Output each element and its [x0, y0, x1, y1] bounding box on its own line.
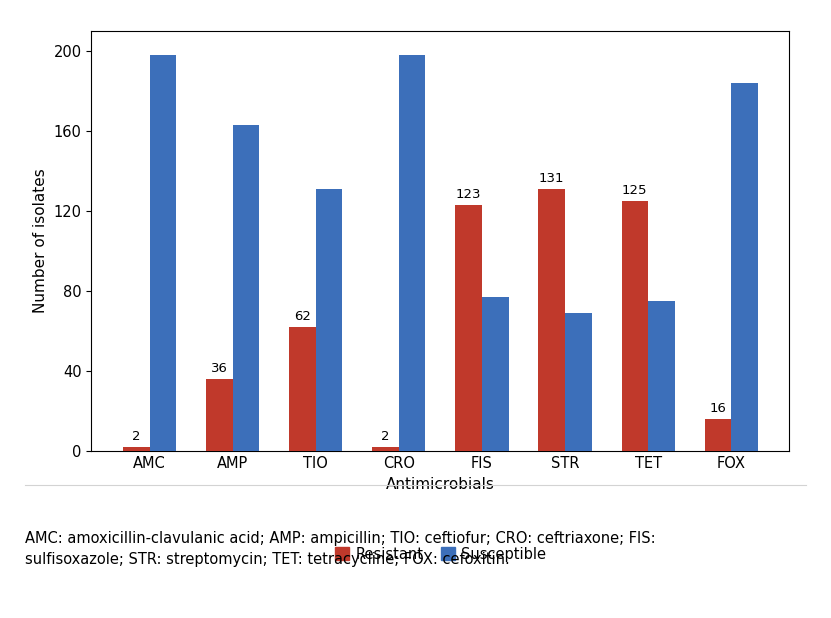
Text: 123: 123 — [456, 188, 481, 201]
Bar — [123, 447, 150, 451]
Bar — [150, 55, 176, 451]
Bar — [538, 189, 565, 451]
Legend: Resistant, Susceptible: Resistant, Susceptible — [335, 546, 546, 562]
Bar — [372, 447, 399, 451]
Bar — [565, 313, 592, 451]
Bar — [399, 55, 425, 451]
X-axis label: Antimicrobials: Antimicrobials — [386, 476, 495, 491]
Text: AMC: amoxicillin-clavulanic acid; AMP: ampicillin; TIO: ceftiofur; CRO: ceftriax: AMC: amoxicillin-clavulanic acid; AMP: a… — [25, 531, 656, 567]
Text: 2: 2 — [381, 430, 390, 443]
Bar — [622, 201, 648, 451]
Text: 16: 16 — [710, 402, 726, 415]
Text: 62: 62 — [294, 310, 311, 323]
Bar — [289, 327, 316, 451]
Y-axis label: Number of isolates: Number of isolates — [33, 169, 48, 313]
Bar — [233, 125, 259, 451]
Text: 125: 125 — [622, 184, 647, 197]
Bar — [206, 379, 233, 451]
Bar — [705, 419, 731, 451]
Text: 131: 131 — [539, 172, 564, 185]
Bar — [648, 301, 675, 451]
Text: 2: 2 — [132, 430, 140, 443]
Bar — [731, 83, 758, 451]
Bar — [455, 205, 482, 451]
Bar — [482, 297, 509, 451]
Bar — [316, 189, 342, 451]
Text: 36: 36 — [211, 362, 228, 375]
